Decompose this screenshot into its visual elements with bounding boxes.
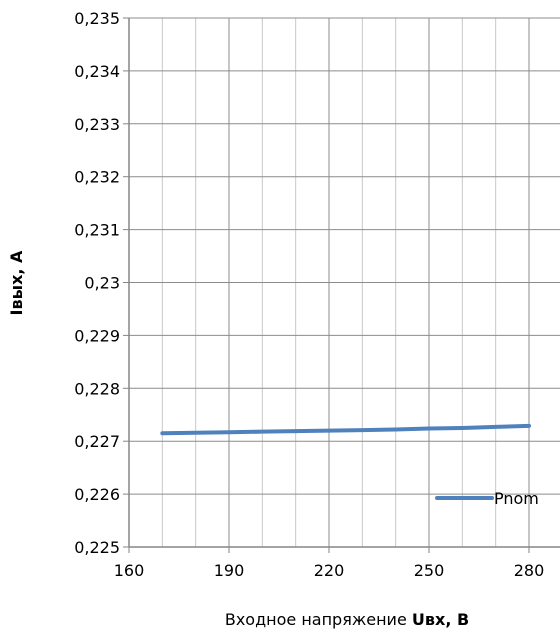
x-tick-label: 160 bbox=[114, 561, 145, 580]
y-tick-label: 0,227 bbox=[74, 432, 120, 451]
y-tick-label: 0,225 bbox=[74, 538, 120, 557]
x-tick-label: 280 bbox=[514, 561, 545, 580]
x-tick-label: 190 bbox=[214, 561, 245, 580]
y-tick-label: 0,233 bbox=[74, 115, 120, 134]
y-tick-label: 0,229 bbox=[74, 326, 120, 345]
y-axis-title: Iвых, А bbox=[7, 250, 26, 316]
x-tick-label: 250 bbox=[414, 561, 445, 580]
x-axis-title-prefix: Входное напряжение bbox=[225, 610, 412, 629]
major-gridlines bbox=[129, 17, 560, 547]
y-tick-label: 0,234 bbox=[74, 62, 120, 81]
y-tick-label: 0,231 bbox=[74, 221, 120, 240]
series-group bbox=[160, 423, 531, 436]
tick-labels: 0,225 0,226 0,227 0,228 0,229 0,23 0,231 0,232 0… bbox=[74, 9, 544, 580]
legend-label-pnom: Pnom bbox=[494, 489, 539, 508]
y-tick-label: 0,228 bbox=[74, 379, 120, 398]
axes bbox=[123, 17, 560, 553]
y-tick-label: 0,23 bbox=[84, 274, 120, 293]
y-tick-label: 0,235 bbox=[74, 9, 120, 28]
x-tick-label: 220 bbox=[314, 561, 345, 580]
y-tick-label: 0,232 bbox=[74, 168, 120, 187]
x-axis-title-units: Uвх, В bbox=[412, 610, 469, 629]
series-line-pnom bbox=[160, 423, 531, 436]
x-axis-title: Входное напряжение Uвх, В bbox=[225, 610, 469, 629]
legend: Pnom bbox=[435, 489, 539, 508]
y-tick-label: 0,226 bbox=[74, 485, 120, 504]
